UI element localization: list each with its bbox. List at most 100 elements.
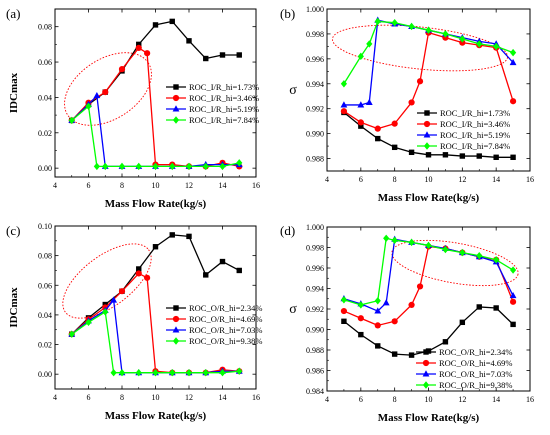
y-tick-label: 0.988 xyxy=(306,346,324,355)
y-tick-label: 0.08 xyxy=(38,252,52,261)
legend-marker xyxy=(422,370,430,377)
data-point xyxy=(509,98,517,105)
data-point xyxy=(203,272,209,278)
legend-marker xyxy=(172,116,180,124)
data-point xyxy=(135,162,142,171)
panel-label: (c) xyxy=(6,223,20,238)
data-point xyxy=(408,149,415,156)
series-line-3 xyxy=(343,238,514,312)
legend-label: ROC_I/R_hi=3.46% xyxy=(189,93,259,103)
data-point xyxy=(219,369,226,377)
x-tick-label: 14 xyxy=(219,181,227,190)
data-point xyxy=(391,144,398,151)
legend-label: ROC_I/R_hi=1.73% xyxy=(440,108,510,118)
legend-marker xyxy=(172,326,180,333)
x-tick-label: 6 xyxy=(359,395,363,404)
chart-panel-3: (c) 4 6 8 10 12 14 16 0.00 0.02 0.04 0.06 0.08 0.10 Ma… xyxy=(6,222,263,422)
y-tick-label: 0.00 xyxy=(38,370,52,379)
data-point xyxy=(93,91,101,99)
y-tick-label: 0.06 xyxy=(38,281,52,290)
legend: ROC_O/R_hi=2.34%ROC_O/R_hi=4.69%ROC_O/R_… xyxy=(166,303,263,346)
data-point xyxy=(340,307,348,315)
data-point xyxy=(375,343,381,349)
data-point xyxy=(365,98,373,105)
y-tick-label: 0.04 xyxy=(38,93,52,102)
x-tick-label: 6 xyxy=(87,181,91,190)
data-point xyxy=(459,35,466,43)
data-point xyxy=(136,41,142,48)
data-point xyxy=(169,232,175,238)
legend-marker xyxy=(172,315,180,323)
x-tick-label: 16 xyxy=(252,393,260,402)
data-point xyxy=(509,291,517,299)
data-point xyxy=(185,369,193,377)
data-point xyxy=(186,38,192,44)
data-point xyxy=(408,352,415,358)
x-tick-label: 14 xyxy=(219,393,227,402)
data-point xyxy=(186,233,192,240)
x-tick-label: 10 xyxy=(425,175,433,184)
data-point xyxy=(236,367,243,375)
data-point xyxy=(442,30,449,38)
data-point xyxy=(357,101,365,108)
data-point xyxy=(118,369,126,377)
x-tick-label: 8 xyxy=(393,395,397,404)
data-point xyxy=(358,331,364,338)
y-tick-label: 0.988 xyxy=(306,155,324,164)
x-tick-label: 10 xyxy=(152,393,160,402)
series-line-4 xyxy=(343,20,514,85)
y-axis-label: IDCmax xyxy=(8,72,20,113)
chart-panel-2: (b) 4 6 8 10 12 14 16 0.988 0.990 0.992 0.994 0.996 0… xyxy=(280,5,534,204)
panel-label: (b) xyxy=(280,6,295,21)
data-point xyxy=(93,162,100,171)
y-tick-label: 0.00 xyxy=(38,164,52,173)
data-point xyxy=(185,162,193,171)
y-tick-label: 0.996 xyxy=(306,264,324,273)
x-tick-label: 8 xyxy=(120,181,124,190)
x-tick-label: 16 xyxy=(526,175,534,184)
y-tick-label: 1.000 xyxy=(306,223,324,232)
y-axis-label: IDCmax xyxy=(8,287,20,328)
data-point xyxy=(357,301,364,309)
legend-marker xyxy=(423,349,429,355)
data-point xyxy=(493,42,500,51)
data-point xyxy=(358,123,364,129)
data-point xyxy=(341,318,347,324)
data-point xyxy=(357,119,364,126)
data-point xyxy=(152,22,159,28)
legend-label: ROC_I/R_hi=1.73% xyxy=(189,82,259,92)
x-tick-label: 14 xyxy=(492,175,500,184)
legend-label: ROC_I/R_hi=7.84% xyxy=(189,115,259,125)
legend-label: ROC_I/R_hi=7.84% xyxy=(440,141,510,151)
data-point xyxy=(135,369,142,377)
data-point xyxy=(85,318,92,327)
data-point xyxy=(68,330,75,338)
x-tick-label: 8 xyxy=(120,393,124,402)
data-point xyxy=(476,252,483,260)
data-point xyxy=(340,101,348,108)
legend-marker xyxy=(423,131,431,138)
data-point xyxy=(374,125,381,132)
x-tick-label: 16 xyxy=(526,395,534,404)
data-point xyxy=(144,50,151,57)
legend-label: ROC_O/R_hi=7.03% xyxy=(439,369,513,379)
y-axis-label: σ xyxy=(289,302,297,317)
data-point xyxy=(110,296,118,303)
y-tick-label: 0.02 xyxy=(38,129,52,138)
x-axis-label: Mass Flow Rate(kg/s) xyxy=(105,410,207,422)
data-point xyxy=(340,108,348,115)
data-point xyxy=(366,40,373,48)
data-point xyxy=(509,48,517,57)
data-point xyxy=(374,17,381,26)
data-point xyxy=(85,102,92,110)
data-point xyxy=(169,369,176,377)
data-point xyxy=(375,135,381,142)
x-tick-label: 14 xyxy=(492,395,500,404)
y-tick-label: 0.08 xyxy=(38,23,52,32)
data-point xyxy=(493,305,499,311)
y-axis-label: σ xyxy=(289,83,297,98)
data-point xyxy=(110,369,117,377)
chart-panel-1: (a) 4 6 8 10 12 14 16 0.00 0.02 0.04 0.06 0.08 Mass F… xyxy=(6,6,260,210)
data-point xyxy=(219,52,226,58)
